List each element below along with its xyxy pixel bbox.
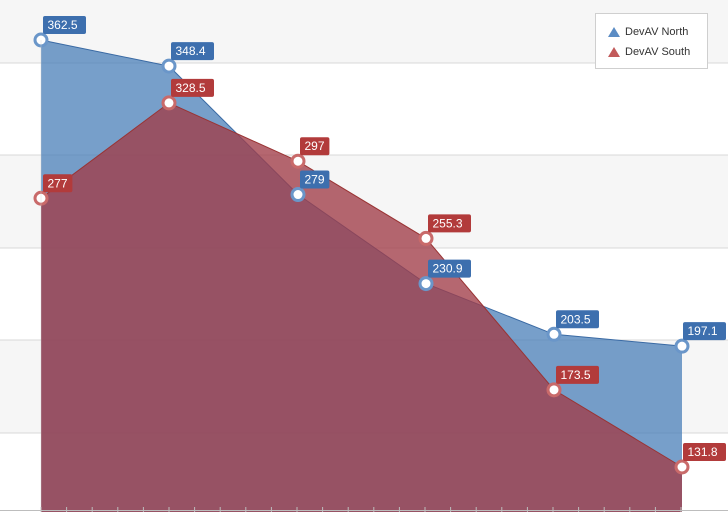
data-label-text: 203.5 (561, 312, 591, 326)
data-label-box (300, 170, 330, 189)
data-label-text: 297 (305, 139, 325, 153)
legend: DevAV North DevAV South (595, 13, 708, 69)
legend-label: DevAV South (625, 46, 691, 58)
data-label-devav-south: 277 (43, 174, 73, 193)
data-label-text: 362.5 (48, 18, 78, 32)
point-devav-south (546, 382, 562, 398)
point-devav-north (546, 326, 562, 342)
data-label-text: 328.5 (176, 81, 206, 95)
data-label-text: 230.9 (433, 262, 463, 276)
area-devav-south (41, 102, 682, 512)
data-label-devav-north: 203.5 (556, 310, 599, 329)
data-label-text: 279 (305, 173, 325, 187)
data-label-text: 173.5 (561, 368, 591, 382)
data-label-box (43, 16, 86, 34)
data-label-text: 277 (48, 176, 68, 190)
point-devav-south (674, 459, 690, 475)
data-label-devav-north: 348.4 (171, 42, 214, 61)
data-label-devav-north: 362.5 (43, 16, 86, 34)
data-label-devav-south: 255.3 (428, 214, 471, 233)
data-label-devav-north: 197.1 (683, 322, 726, 341)
point-devav-south (290, 153, 306, 169)
data-label-box (171, 78, 214, 97)
data-label-box (428, 214, 471, 233)
point-devav-north (418, 276, 434, 292)
point-devav-south (418, 230, 434, 246)
legend-label: DevAV North (625, 26, 689, 38)
triangle-icon (608, 47, 620, 57)
triangle-icon (608, 27, 620, 37)
data-label-devav-south: 131.8 (683, 443, 726, 461)
data-label-devav-south: 297 (300, 137, 330, 156)
data-label-box (556, 310, 599, 329)
data-label-text: 255.3 (433, 216, 463, 230)
point-devav-north (161, 58, 177, 74)
point-devav-south (161, 95, 177, 111)
series-markers (33, 32, 690, 475)
data-label-box (428, 259, 471, 278)
data-label-devav-south: 173.5 (556, 365, 599, 384)
data-label-text: 131.8 (688, 445, 718, 459)
data-label-text: 197.1 (688, 324, 718, 338)
series-areas (40, 39, 683, 512)
x-axis (0, 40, 728, 512)
data-label-devav-north: 230.9 (428, 259, 471, 278)
data-label-box (683, 322, 726, 341)
data-label-box (171, 42, 214, 61)
legend-item-devav-north[interactable]: DevAV North (608, 26, 688, 38)
legend-item-devav-south[interactable]: DevAV South (608, 46, 690, 58)
data-label-box (556, 365, 599, 384)
point-devav-north (290, 187, 306, 203)
data-labels: 362.5 348.4 279 230.9 203.5 197.1 277 328.5 297 2… (43, 16, 726, 461)
point-devav-north (674, 338, 690, 354)
line-devav-south (40, 102, 683, 468)
data-label-text: 348.4 (176, 44, 206, 58)
data-label-devav-south: 328.5 (171, 78, 214, 97)
point-devav-north (33, 32, 49, 48)
data-label-devav-north: 279 (300, 170, 330, 189)
data-label-box (43, 174, 73, 193)
point-devav-south (33, 190, 49, 206)
data-label-box (683, 443, 726, 461)
data-label-box (300, 137, 330, 156)
